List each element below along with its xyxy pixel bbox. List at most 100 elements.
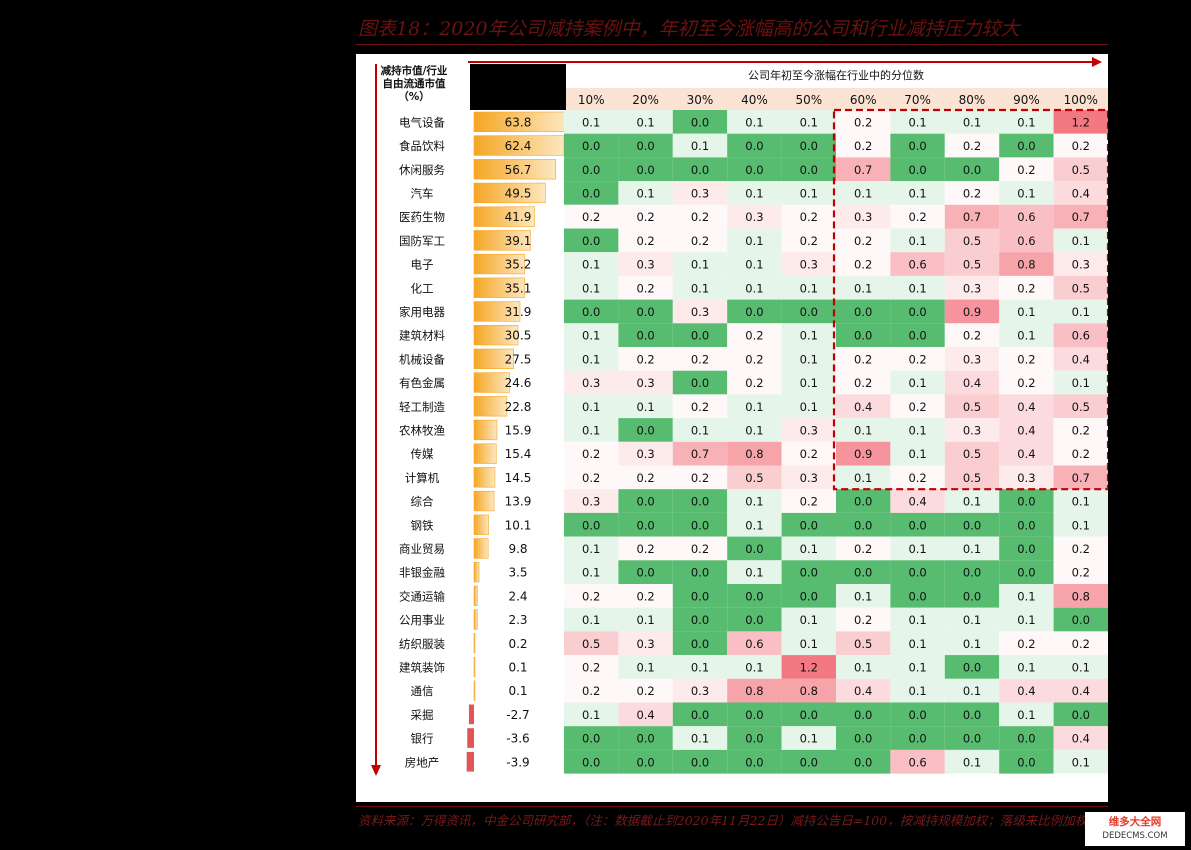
heat-cell-value: 0.0 — [1017, 542, 1035, 556]
heat-cell-value: 0.2 — [691, 542, 709, 556]
heat-cell — [564, 228, 619, 253]
heat-cell — [618, 323, 673, 347]
heat-cell — [944, 584, 1000, 608]
heat-cell-value: 0.0 — [636, 163, 654, 177]
heat-cell — [890, 512, 945, 537]
heat-cell — [890, 489, 945, 513]
heat-cell — [1053, 560, 1108, 584]
heat-cell-value: 0.0 — [854, 495, 872, 509]
heat-cell-value: 0.2 — [636, 542, 654, 556]
heat-cell-value: 0.2 — [636, 281, 654, 295]
industry-label: 建筑装饰 — [399, 660, 445, 674]
heat-cell-value: 0.1 — [800, 352, 818, 366]
heat-cell — [564, 275, 619, 300]
heat-cell — [727, 110, 782, 134]
heat-cell-value: 0.3 — [1072, 258, 1090, 272]
heat-cell — [944, 536, 1000, 561]
heat-cell — [999, 299, 1054, 324]
heat-cell-value: 0.6 — [1017, 234, 1035, 248]
ratio-bar-negative — [468, 704, 474, 725]
footer-rule — [356, 806, 1108, 807]
heat-cell-value: 0.1 — [745, 423, 763, 437]
heat-cell — [999, 512, 1054, 537]
heat-cell-value: 0.0 — [745, 708, 763, 722]
heat-cell-value: 0.0 — [908, 566, 926, 580]
heat-cell-value: 0.0 — [691, 163, 709, 177]
heat-cell — [1053, 465, 1108, 490]
ratio-bar — [473, 135, 565, 156]
heat-cell — [564, 584, 619, 608]
heat-cell — [999, 418, 1054, 442]
heat-cell-value: 0.2 — [800, 234, 818, 248]
heat-cell-value: 0.2 — [691, 352, 709, 366]
ratio-bar — [473, 419, 498, 441]
column-label: 40% — [741, 93, 768, 107]
heat-cell-value: 0.3 — [636, 637, 654, 651]
heat-cell-value: 0.0 — [1072, 708, 1090, 722]
heat-cell-value: 0.0 — [1072, 613, 1090, 627]
heat-cell-value: 0.1 — [691, 139, 709, 153]
heat-cell — [890, 560, 945, 584]
heat-cell-value: 0.0 — [636, 495, 654, 509]
heat-cell-value: 0.2 — [691, 471, 709, 485]
heat-cell-value: 0.0 — [800, 566, 818, 580]
heat-cell — [999, 489, 1054, 513]
heat-cell — [564, 702, 619, 727]
ratio-value: -3.6 — [506, 732, 529, 746]
heat-cell-value: 0.6 — [1017, 210, 1035, 224]
heat-cell-value: 0.0 — [908, 708, 926, 722]
heat-cell — [672, 655, 728, 679]
heat-cell — [999, 157, 1054, 182]
heat-cell — [836, 512, 891, 537]
heat-cell-value: 0.4 — [854, 684, 872, 698]
heat-cell-value: 0.2 — [854, 115, 872, 129]
ratio-value: 15.4 — [505, 447, 532, 461]
heat-cell-value: 0.1 — [1017, 329, 1035, 343]
ratio-bar — [473, 633, 476, 654]
heat-cell — [944, 702, 1000, 727]
heat-cell — [727, 441, 782, 466]
ratio-value: 22.8 — [505, 400, 532, 414]
heat-cell-value: 0.2 — [963, 329, 981, 343]
heat-cell — [890, 394, 945, 419]
heat-cell-value: 0.2 — [582, 589, 600, 603]
heat-cell — [727, 370, 782, 395]
heat-cell-value: 0.1 — [745, 281, 763, 295]
ratio-bar — [473, 301, 521, 322]
heat-cell — [672, 228, 728, 253]
heat-cell — [999, 347, 1054, 371]
heat-cell-value: 0.1 — [908, 281, 926, 295]
heat-cell — [944, 370, 1000, 395]
heat-cell — [618, 157, 673, 182]
heat-cell-value: 0.0 — [908, 589, 926, 603]
chart-panel: 公司年初至今涨幅在行业中的分位数 10% 20% 30% 40% 50% 60% 70% 80%… — [356, 54, 1110, 802]
heat-cell-value: 0.0 — [691, 637, 709, 651]
heat-cell-value: 0.0 — [1017, 566, 1035, 580]
heat-cell — [564, 489, 619, 513]
heat-cell-value: 0.0 — [908, 139, 926, 153]
ratio-bar — [473, 609, 478, 630]
heat-cell-value: 0.8 — [745, 684, 763, 698]
ratio-bar — [473, 372, 510, 393]
heat-cell — [727, 418, 782, 442]
heat-cell — [727, 323, 782, 347]
heat-cell-value: 0.0 — [691, 589, 709, 603]
industry-label: 家用电器 — [399, 305, 445, 319]
ratio-bar — [473, 230, 531, 251]
heat-cell-value: 0.7 — [691, 447, 709, 461]
heat-cell-value: 0.2 — [908, 400, 926, 414]
heat-cell — [564, 133, 619, 158]
heat-cell — [564, 512, 619, 537]
heat-cell-value: 0.1 — [800, 637, 818, 651]
heat-cell-value: 0.5 — [963, 447, 981, 461]
heat-cell — [999, 749, 1054, 774]
heat-cell-value: 0.2 — [1017, 281, 1035, 295]
heat-cell-value: 0.0 — [963, 163, 981, 177]
heat-cell — [618, 655, 673, 679]
heat-cell-value: 0.3 — [963, 423, 981, 437]
heat-cell-value: 0.2 — [854, 139, 872, 153]
heat-cell-value: 0.1 — [908, 542, 926, 556]
heat-cell-value: 0.4 — [1072, 186, 1090, 200]
heat-cell-value: 0.9 — [854, 447, 872, 461]
heat-cell — [618, 228, 673, 253]
